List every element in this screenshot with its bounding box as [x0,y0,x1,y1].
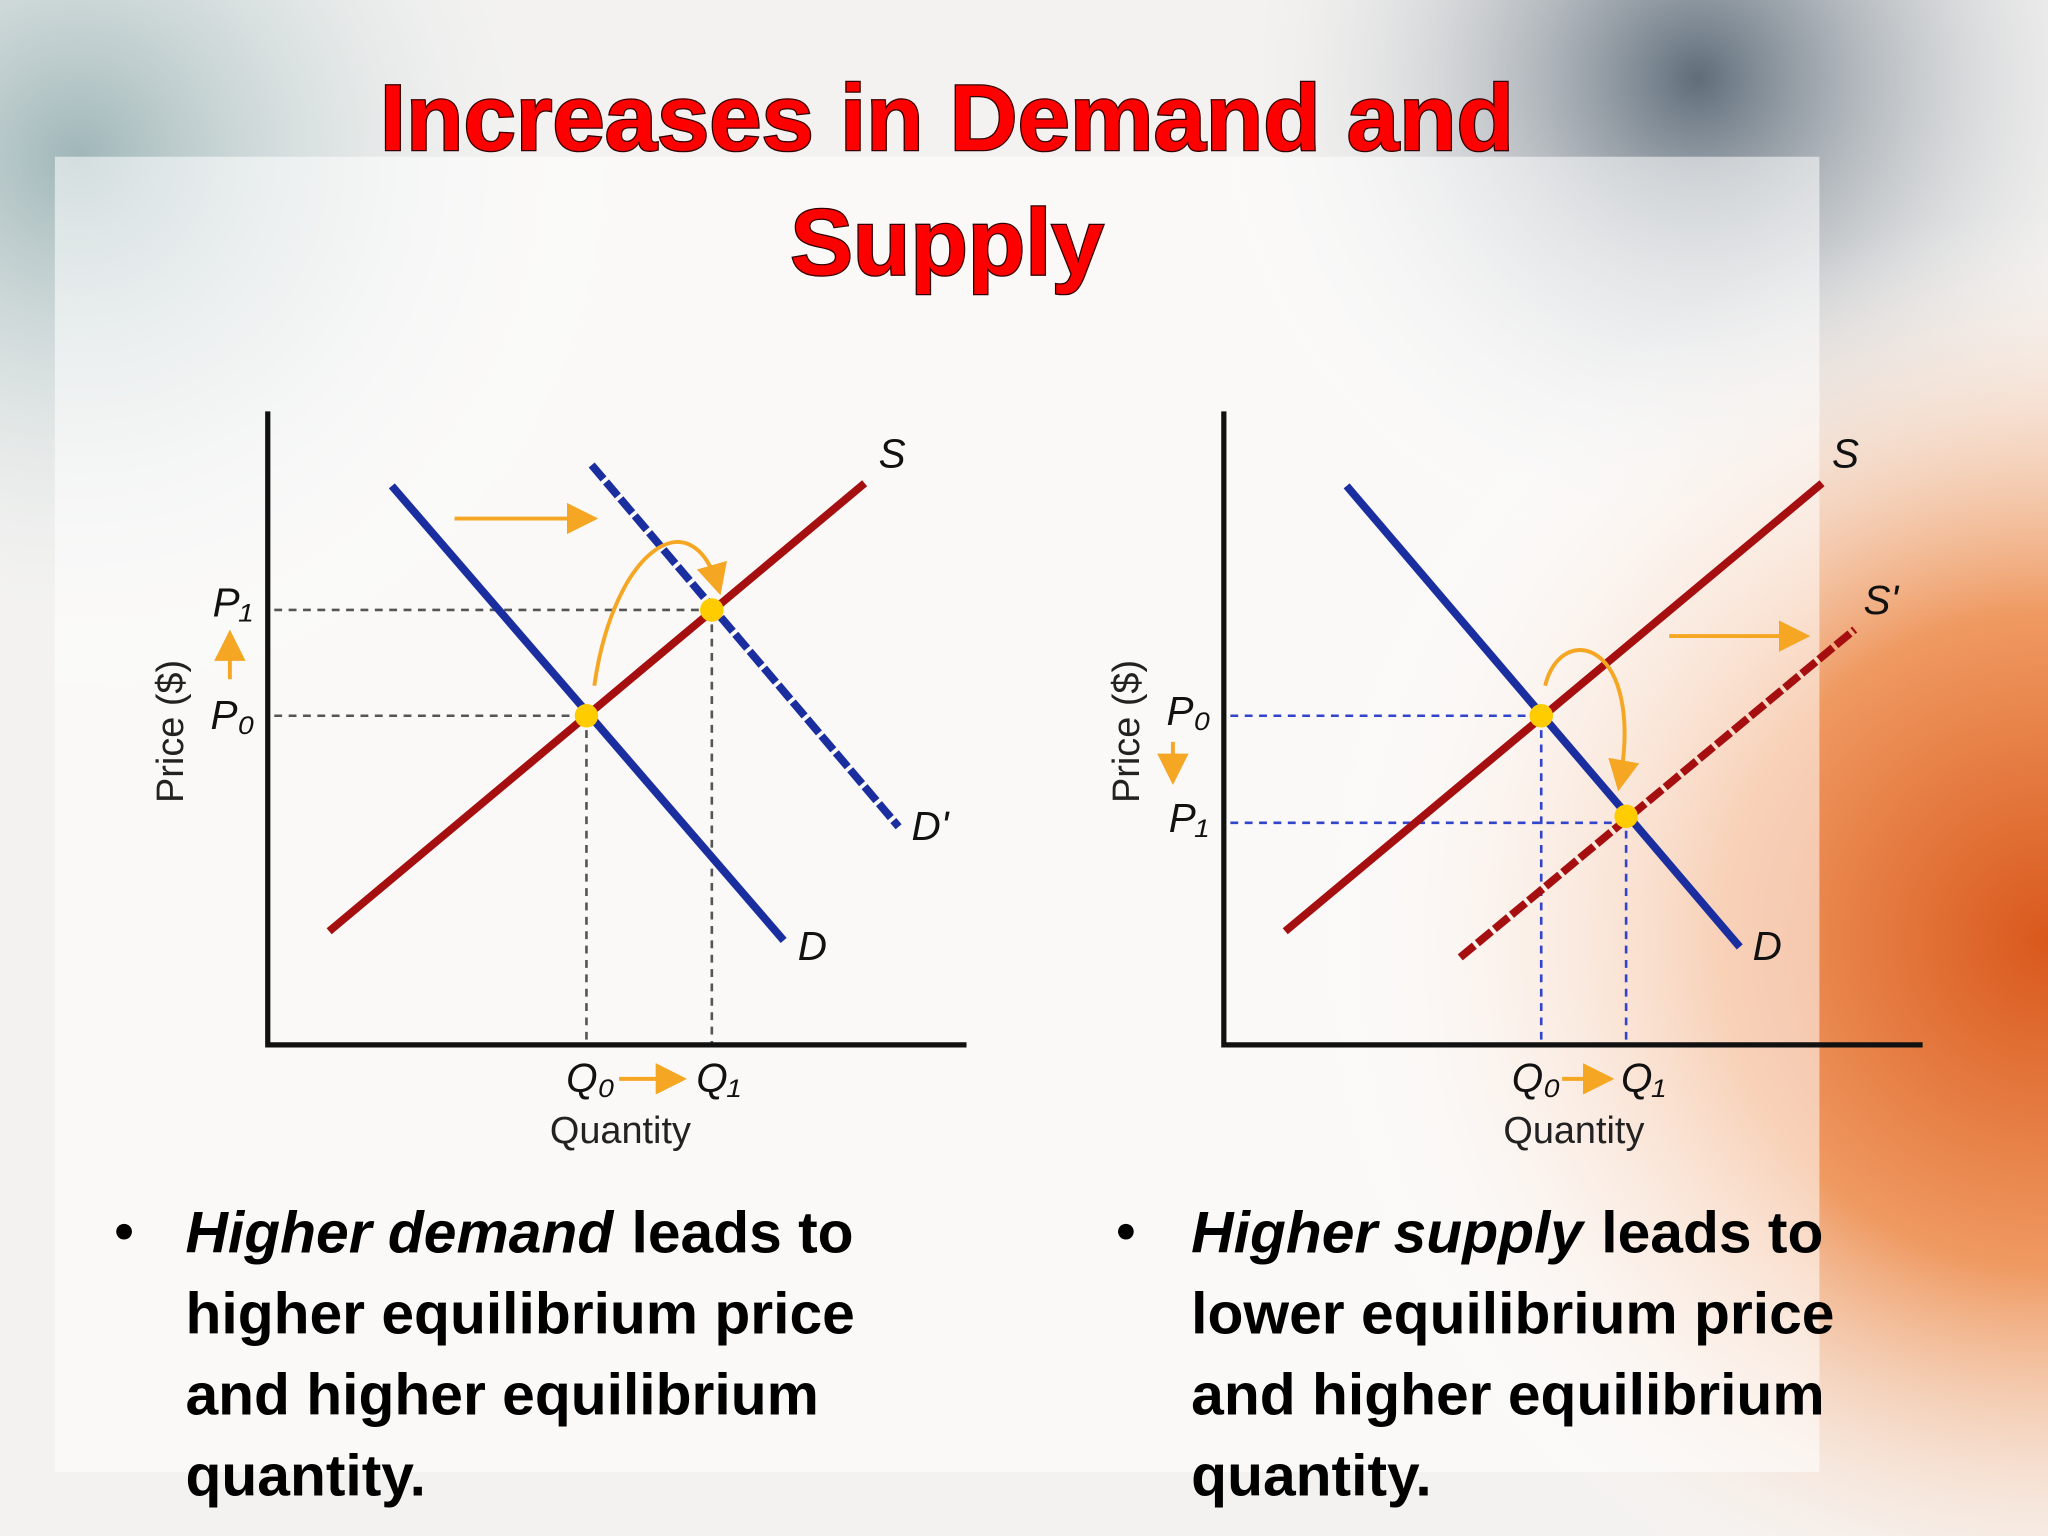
supply-curve [326,480,868,935]
quantity-label: Q₀ [1512,1055,1561,1101]
bullet-line: Higher supply leads to [1191,1201,1823,1266]
price-label: P₁ [213,579,253,625]
bullet-left: Higher demand leads to higher equilibrium… [116,1201,855,1509]
title: Supply [790,189,1103,294]
quantity-label: Q₁ [1621,1055,1665,1101]
curve-label: D [1753,923,1782,969]
axes [265,411,967,1048]
price-label: P₀ [210,692,254,738]
curve-label: D [798,923,827,969]
bullet-line: Higher demand leads to [185,1201,853,1266]
diagram-supply: S D S' P₀ P₁ Q₀ Q₁ Quantity Price ($) [1106,411,1923,1152]
bullet-dot [116,1223,132,1240]
curve-label: S [879,431,906,477]
curve-label: S' [1863,577,1899,623]
y-axis-label: Price ($) [1106,660,1148,803]
bullet-line: quantity. [1191,1444,1432,1509]
price-label: P₁ [1169,795,1209,841]
emphasis: Higher supply [1191,1201,1586,1266]
diagram-demand: S D D' P₁ P₀ Q₀ Q₁ Quantity Price ($) [150,411,967,1152]
equilibrium-point [1529,704,1553,728]
text: leads to [1601,1201,1823,1266]
bullet-line: higher equilibrium price [185,1282,854,1347]
y-axis-label: Price ($) [150,660,192,803]
equilibrium-point [1614,804,1638,829]
bullet-right: Higher supply leads to lower equilibrium … [1118,1201,1834,1509]
move-arrow [1543,648,1640,792]
axes [1221,411,1923,1048]
x-axis-label: Quantity [1503,1110,1644,1152]
equilibrium-point [700,598,724,622]
quantity-label: Q₀ [566,1055,615,1101]
move-arrow [592,540,727,686]
bullet-line: and higher equilibrium [1191,1363,1824,1428]
shifted-supply-curve [1457,626,1858,961]
bullet-line: and higher equilibrium [185,1363,818,1428]
shifted-demand-curve [588,462,902,830]
title: Increases in Demand and [380,65,1514,170]
quantity-label: Q₁ [696,1055,740,1101]
bullet-line: lower equilibrium price [1191,1282,1834,1347]
content-panel [54,156,1820,1472]
bullet-dot [1118,1223,1134,1240]
supply-curve [1282,480,1825,935]
x-axis-label: Quantity [550,1110,691,1152]
curve-label: D' [911,803,949,849]
price-label: P₀ [1167,688,1211,734]
equilibrium-point [574,704,599,728]
curve-label: S [1832,431,1859,477]
emphasis: Higher demand [185,1201,614,1266]
text: leads to [632,1201,854,1266]
bullet-line: quantity. [185,1444,426,1509]
